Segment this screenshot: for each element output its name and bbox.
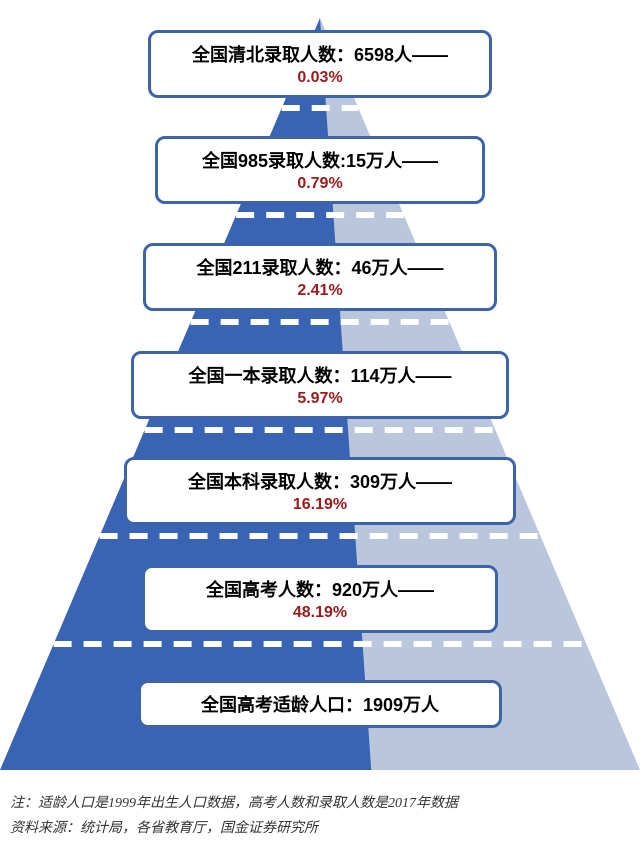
level-label: 全国本科录取人数：309万人—— [137,468,503,494]
level-percent: 5.97% [144,390,496,408]
level-box: 全国985录取人数:15万人—— 0.79% [155,136,485,204]
level-percent: 0.03% [161,69,479,87]
level-percent: 2.41% [156,282,484,300]
level-label: 全国一本录取人数：114万人—— [144,362,496,388]
level-label: 全国高考人数：920万人—— [155,576,485,602]
level-box: 全国高考人数：920万人—— 48.19% [142,565,498,633]
level-box: 全国本科录取人数：309万人—— 16.19% [124,457,516,525]
level-box: 全国211录取人数：46万人—— 2.41% [143,243,497,311]
level-percent: 0.79% [168,175,472,193]
level-percent: 16.19% [137,496,503,514]
level-box: 全国清北录取人数：6598人—— 0.03% [148,30,492,98]
level-label: 全国清北录取人数：6598人—— [161,41,479,67]
footer-note: 注：适龄人口是1999年出生人口数据，高考人数和录取人数是2017年数据 [10,791,458,816]
pyramid-chart: 全国清北录取人数：6598人—— 0.03% 全国985录取人数:15万人—— 0.7… [0,0,640,780]
level-label: 全国211录取人数：46万人—— [156,254,484,280]
level-label: 全国985录取人数:15万人—— [168,147,472,173]
level-label: 全国高考适龄人口：1909万人 [151,691,489,717]
level-box: 全国一本录取人数：114万人—— 5.97% [131,351,509,419]
level-box: 全国高考适龄人口：1909万人 [138,680,502,728]
footer: 注：适龄人口是1999年出生人口数据，高考人数和录取人数是2017年数据 资料来… [10,791,458,841]
level-percent: 48.19% [155,604,485,622]
footer-source: 资料来源：统计局，各省教育厅，国金证券研究所 [10,816,458,841]
